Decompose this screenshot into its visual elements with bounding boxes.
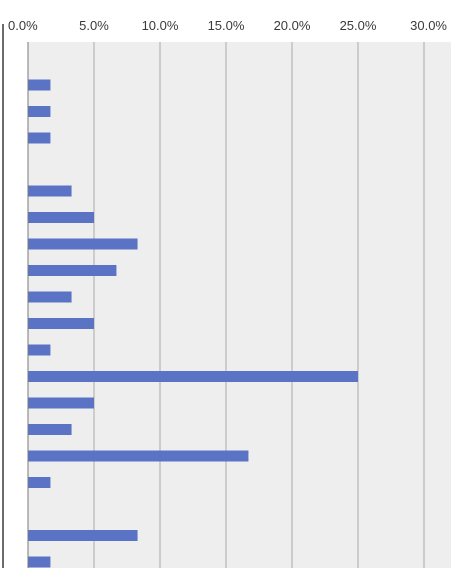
bar — [28, 424, 72, 435]
x-tick-labels: 0.0% 5.0% 10.0% 15.0% 20.0% 25.0% 30.0% — [8, 18, 447, 33]
bars — [28, 79, 358, 568]
bar — [28, 291, 72, 303]
x-tick-label: 25.0% — [340, 18, 377, 33]
bar — [28, 132, 51, 144]
bar — [28, 477, 51, 488]
gridlines — [93, 42, 425, 568]
bar — [28, 371, 358, 382]
x-tick-label: 10.0% — [142, 18, 179, 33]
bar — [28, 265, 117, 276]
bar — [28, 556, 51, 568]
bar — [28, 79, 51, 91]
bar — [28, 238, 138, 250]
bar — [28, 344, 51, 356]
bar — [28, 318, 94, 329]
bar — [28, 212, 94, 223]
bar — [28, 397, 94, 409]
x-tick-label: 30.0% — [410, 18, 447, 33]
plot-area — [28, 42, 451, 568]
x-tick-label: 0.0% — [8, 18, 38, 33]
bar — [28, 106, 51, 117]
bar — [28, 450, 249, 462]
x-tick-label: 20.0% — [274, 18, 311, 33]
x-tick-label: 15.0% — [208, 18, 245, 33]
bar — [28, 530, 138, 541]
bar — [28, 185, 72, 197]
x-tick-label: 5.0% — [79, 18, 109, 33]
